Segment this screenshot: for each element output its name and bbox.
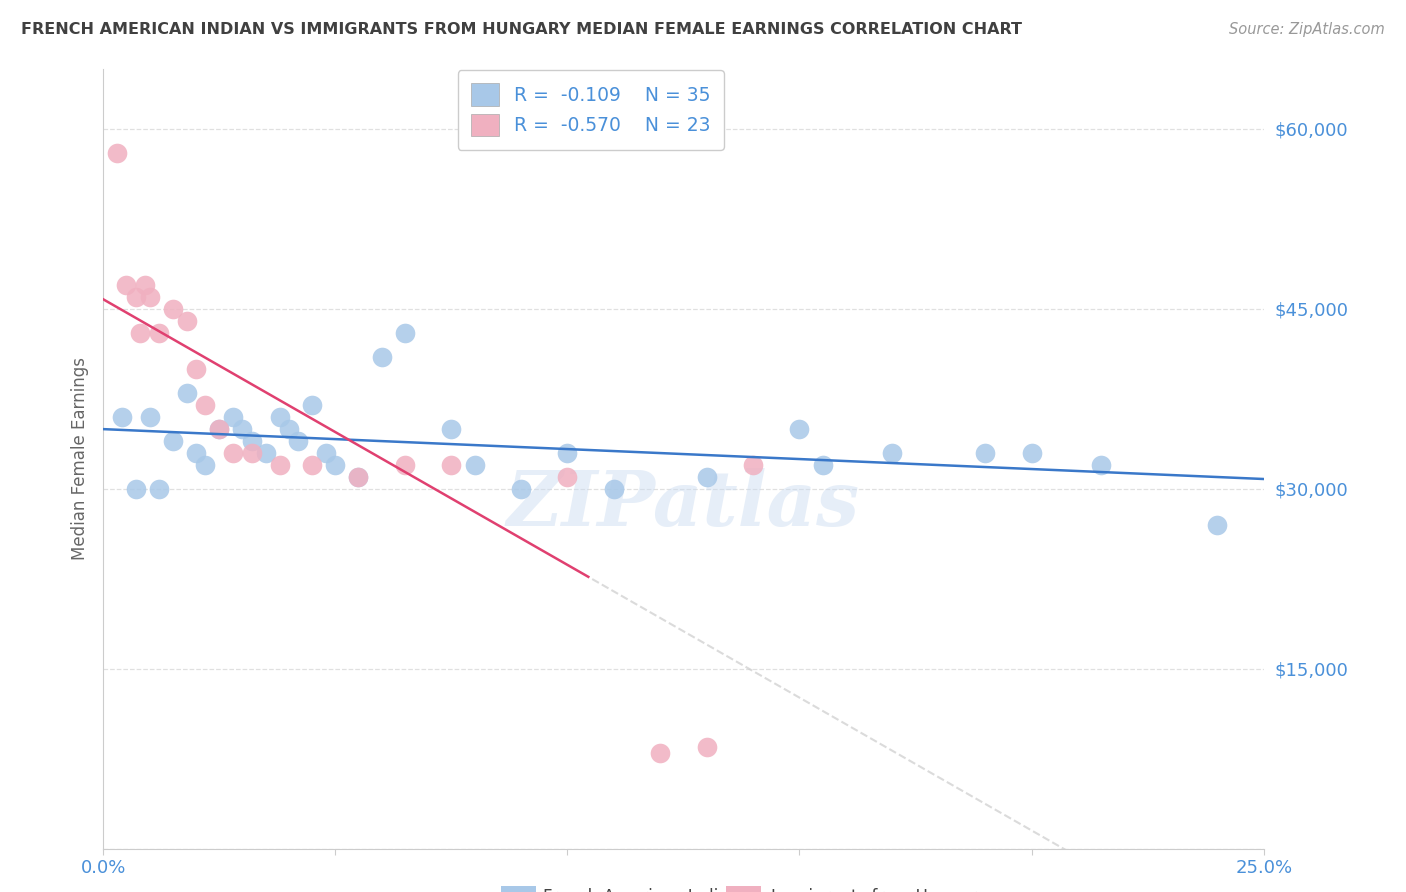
Point xyxy=(394,458,416,472)
Point xyxy=(882,445,904,459)
Point xyxy=(1021,445,1043,459)
Point xyxy=(176,385,198,400)
Point xyxy=(184,361,207,376)
Point xyxy=(111,409,134,424)
Point xyxy=(148,482,170,496)
Point xyxy=(269,409,291,424)
Point xyxy=(347,469,370,483)
Point xyxy=(162,301,184,316)
Point xyxy=(301,458,323,472)
Text: FRENCH AMERICAN INDIAN VS IMMIGRANTS FROM HUNGARY MEDIAN FEMALE EARNINGS CORRELA: FRENCH AMERICAN INDIAN VS IMMIGRANTS FRO… xyxy=(21,22,1022,37)
Point xyxy=(440,421,463,435)
Point xyxy=(603,482,626,496)
Text: Immigrants from Hungary: Immigrants from Hungary xyxy=(770,888,986,892)
Point xyxy=(138,289,160,303)
Point xyxy=(176,313,198,327)
Point xyxy=(124,482,146,496)
Text: Source: ZipAtlas.com: Source: ZipAtlas.com xyxy=(1229,22,1385,37)
Point xyxy=(347,469,370,483)
Point xyxy=(134,277,156,292)
Point xyxy=(650,746,672,760)
Point xyxy=(277,421,299,435)
Point xyxy=(974,445,997,459)
Point xyxy=(696,469,718,483)
Point xyxy=(440,458,463,472)
Point xyxy=(222,445,245,459)
Point xyxy=(269,458,291,472)
Legend: R =  -0.109    N = 35, R =  -0.570    N = 23: R = -0.109 N = 35, R = -0.570 N = 23 xyxy=(457,70,724,150)
Point xyxy=(557,445,579,459)
Point xyxy=(811,458,834,472)
Point xyxy=(129,326,152,340)
Point xyxy=(184,445,207,459)
Point xyxy=(194,458,217,472)
Point xyxy=(287,434,309,448)
Point xyxy=(1090,458,1112,472)
Point xyxy=(231,421,253,435)
Point xyxy=(208,421,231,435)
Point xyxy=(463,458,485,472)
Point xyxy=(105,145,128,160)
Point xyxy=(138,409,160,424)
Point xyxy=(124,289,146,303)
Point xyxy=(557,469,579,483)
Point xyxy=(323,458,346,472)
Y-axis label: Median Female Earnings: Median Female Earnings xyxy=(72,357,89,560)
Point xyxy=(742,458,765,472)
Point xyxy=(696,739,718,754)
Point xyxy=(240,434,263,448)
Point xyxy=(194,398,217,412)
Point xyxy=(254,445,277,459)
Text: ZIPatlas: ZIPatlas xyxy=(506,468,860,542)
Point xyxy=(222,409,245,424)
Point xyxy=(208,421,231,435)
Point xyxy=(301,398,323,412)
Point xyxy=(148,326,170,340)
Point xyxy=(240,445,263,459)
Point xyxy=(1206,517,1229,532)
Text: French American Indians: French American Indians xyxy=(543,888,748,892)
Point xyxy=(162,434,184,448)
Point xyxy=(394,326,416,340)
Point xyxy=(115,277,138,292)
Point xyxy=(370,350,392,364)
Point xyxy=(789,421,811,435)
Point xyxy=(510,482,533,496)
Point xyxy=(315,445,337,459)
